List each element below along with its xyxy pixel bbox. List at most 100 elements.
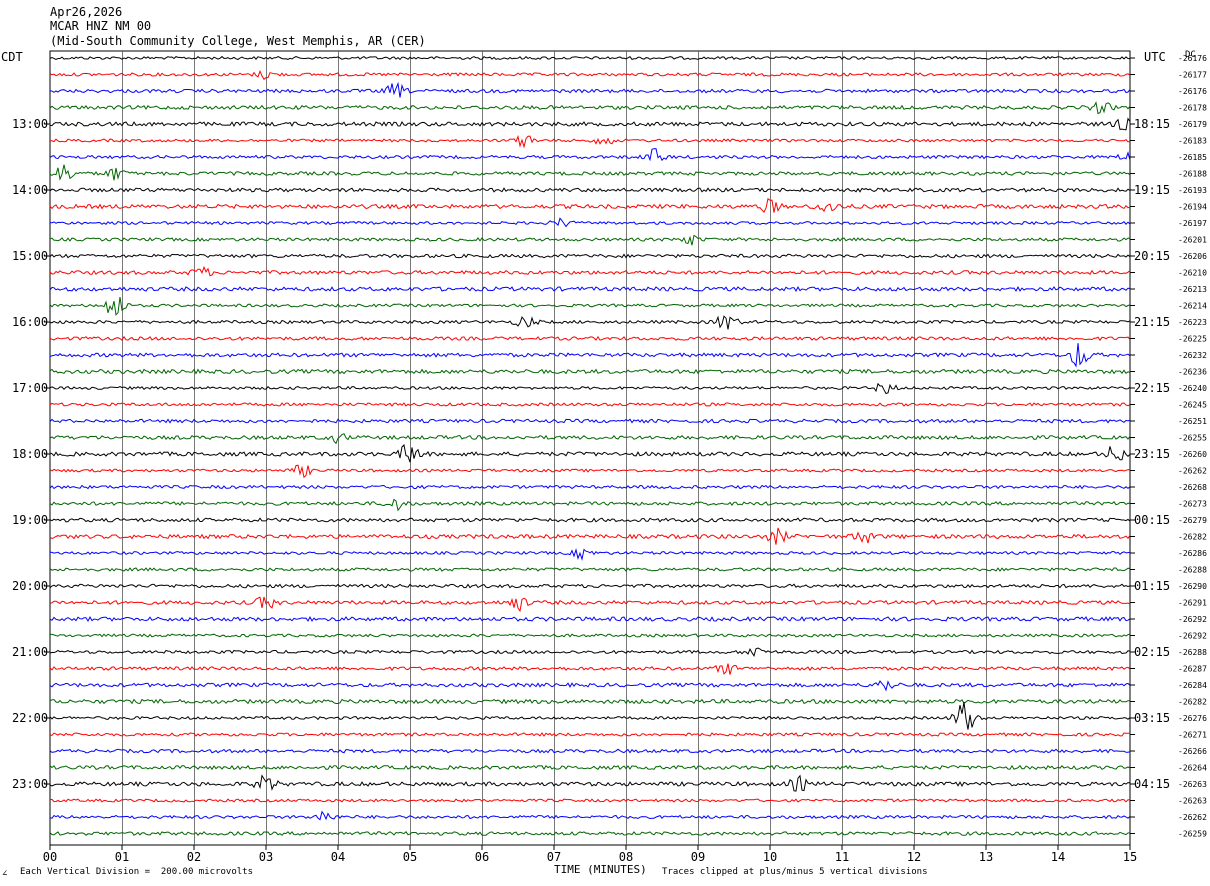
seismic-trace — [49, 764, 1131, 771]
seismic-trace — [49, 286, 1131, 293]
dc-offset-label: -26236 — [1178, 368, 1207, 377]
dc-offset-label: -26273 — [1178, 500, 1207, 509]
dc-offset-label: -26178 — [1178, 104, 1207, 113]
seismic-trace — [49, 748, 1131, 754]
plot-frame — [49, 50, 1131, 846]
clip-note: Traces clipped at plus/minus 5 vertical … — [662, 867, 928, 877]
seismic-trace — [49, 69, 1131, 81]
seismic-trace — [49, 234, 1131, 246]
dc-offset-label: -26282 — [1178, 698, 1207, 707]
right-hour-label: 20:15 — [1134, 249, 1170, 263]
x-tick-label: 06 — [475, 850, 489, 864]
dc-offset-label: -26290 — [1178, 582, 1207, 591]
dc-offset-label: -26176 — [1178, 87, 1207, 96]
right-hour-label: 21:15 — [1134, 315, 1170, 329]
seismic-trace — [49, 117, 1131, 131]
seismic-trace — [49, 583, 1131, 589]
x-tick-label: 08 — [619, 850, 633, 864]
dc-offset-label: -26213 — [1178, 285, 1207, 294]
dc-offset-label: -26271 — [1178, 731, 1207, 740]
left-hour-label: 13:00 — [12, 117, 48, 131]
left-hour-label: 16:00 — [12, 315, 48, 329]
x-tick-label: 15 — [1123, 850, 1137, 864]
x-axis-title: TIME (MINUTES) — [554, 863, 647, 876]
seismic-trace — [49, 134, 1131, 149]
seismic-trace — [49, 732, 1130, 737]
corner-mark: ∠ — [2, 869, 8, 879]
dc-offset-label: -26264 — [1178, 764, 1207, 773]
dc-offset-label: -26266 — [1178, 747, 1207, 756]
left-hour-label: 18:00 — [12, 447, 48, 461]
seismic-trace — [49, 81, 1131, 98]
dc-offset-label: -26268 — [1178, 483, 1207, 492]
left-hour-label: 21:00 — [12, 645, 48, 659]
seismic-trace — [49, 315, 1131, 330]
right-hour-label: 23:15 — [1134, 447, 1170, 461]
right-hour-label: 01:15 — [1134, 579, 1170, 593]
x-tick-label: 04 — [331, 850, 345, 864]
dc-offset-label: -26185 — [1178, 153, 1207, 162]
seismic-trace — [49, 527, 1131, 545]
seismic-trace — [49, 830, 1131, 836]
x-tick-label: 05 — [403, 850, 417, 864]
right-hour-label: 03:15 — [1134, 711, 1170, 725]
x-tick-label: 01 — [115, 850, 129, 864]
x-tick-label: 11 — [835, 850, 849, 864]
dc-offset-label: -26288 — [1178, 566, 1207, 575]
seismic-trace — [49, 774, 1131, 792]
dc-offset-label: -26263 — [1178, 797, 1207, 806]
dc-offset-label: -26210 — [1178, 269, 1207, 278]
seismic-trace — [49, 55, 1131, 61]
left-hour-label: 14:00 — [12, 183, 48, 197]
seismic-trace — [49, 433, 1131, 445]
dc-offset-label: -26177 — [1178, 71, 1207, 80]
seismic-trace — [49, 517, 1131, 523]
dc-offset-label: -26288 — [1178, 648, 1207, 657]
seismic-trace — [49, 616, 1131, 623]
right-hour-label: 02:15 — [1134, 645, 1170, 659]
dc-offset-label: -26282 — [1178, 533, 1207, 542]
dc-offset-label: -26245 — [1178, 401, 1207, 410]
left-hour-label: 20:00 — [12, 579, 48, 593]
seismic-trace — [49, 368, 1131, 375]
left-zone-label: CDT — [1, 50, 23, 64]
seismic-trace — [49, 701, 1131, 730]
header-date: Apr26,2026 — [50, 5, 123, 19]
dc-offset-label: -26292 — [1178, 615, 1207, 624]
right-hour-label: 22:15 — [1134, 381, 1170, 395]
seismic-trace — [49, 297, 1131, 316]
dc-offset-label: -26284 — [1178, 681, 1207, 690]
dc-offset-label: -26251 — [1178, 417, 1207, 426]
dc-offset-label: -26291 — [1178, 599, 1207, 608]
seismic-trace — [49, 567, 1131, 572]
seismic-trace — [49, 596, 1131, 613]
scale-note: Each Vertical Division = 200.00 microvol… — [20, 867, 253, 877]
dc-offset-label: -26255 — [1178, 434, 1207, 443]
seismic-trace — [49, 798, 1131, 803]
right-hour-label: 04:15 — [1134, 777, 1170, 791]
seismic-trace — [49, 633, 1131, 638]
seismic-trace — [49, 663, 1131, 675]
dc-offset-label: -26206 — [1178, 252, 1207, 261]
x-tick-label: 12 — [907, 850, 921, 864]
seismic-trace — [49, 197, 1131, 213]
dc-offset-label: -26179 — [1178, 120, 1207, 129]
x-tick-label: 09 — [691, 850, 705, 864]
seismic-trace — [49, 647, 1131, 657]
seismic-trace — [49, 343, 1131, 368]
dc-offset-label: -26279 — [1178, 516, 1207, 525]
dc-offset-label: -26176 — [1178, 54, 1207, 63]
seismic-trace — [49, 101, 1131, 115]
dc-offset-label: -26262 — [1178, 467, 1207, 476]
left-hour-label: 19:00 — [12, 513, 48, 527]
seismic-trace — [49, 148, 1131, 162]
x-tick-label: 02 — [187, 850, 201, 864]
seismic-trace — [49, 548, 1131, 561]
x-tick-label: 13 — [979, 850, 993, 864]
x-tick-label: 14 — [1051, 850, 1065, 864]
seismic-trace — [49, 335, 1131, 342]
seismic-trace — [49, 464, 1131, 479]
dc-offset-label: -26260 — [1178, 450, 1207, 459]
left-hour-label: 22:00 — [12, 711, 48, 725]
